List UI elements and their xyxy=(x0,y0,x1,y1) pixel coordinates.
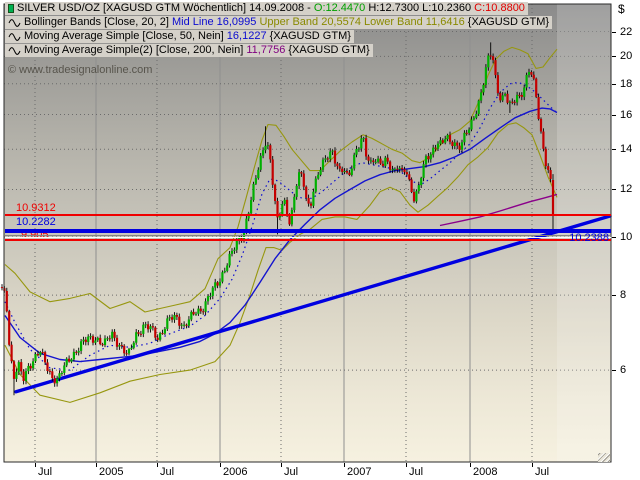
legend-segment: {XAGUSD GTM} xyxy=(467,16,550,28)
x-tick xyxy=(406,463,407,467)
legend-row-ma50[interactable]: Moving Average Simple [Close, 50, Nein] … xyxy=(5,30,354,43)
legend-segment: C:10.8800 xyxy=(471,2,525,14)
legend-row-bollinger[interactable]: Bollinger Bands [Close, 20, 2] Mid Line … xyxy=(5,16,553,29)
resize-grip[interactable] xyxy=(598,453,610,462)
legend-segment: {XAGUSD GTM} xyxy=(269,30,351,42)
y-tick-label: 22 xyxy=(620,25,633,38)
legend-segment: 16,1227 xyxy=(226,30,270,42)
x-tick xyxy=(344,463,345,467)
y-tick-label: 12 xyxy=(620,183,633,196)
legend-row-instrument[interactable]: SILVER USD/OZ [XAGUSD GTM Wöchentlich] 1… xyxy=(5,2,528,15)
y-tick xyxy=(612,83,616,85)
x-tick-label: 2005 xyxy=(99,466,124,478)
wave-icon xyxy=(8,33,21,41)
y-tick xyxy=(612,370,616,372)
y-tick xyxy=(612,149,616,151)
y-tick-label: 6 xyxy=(620,364,627,377)
x-tick xyxy=(532,463,533,467)
y-tick xyxy=(612,237,616,238)
level-label-102282: 10.2282 xyxy=(16,216,56,228)
x-tick-label: 2006 xyxy=(223,466,248,478)
legend-segment: O:12.4470 xyxy=(313,2,366,14)
y-tick-label: 8 xyxy=(620,289,627,302)
y-tick xyxy=(612,295,616,297)
legend-segment: Mid Line 16,0995 xyxy=(171,16,260,28)
x-tick-label: 2008 xyxy=(473,466,498,478)
wave-icon xyxy=(8,19,21,27)
support-line-lower[interactable] xyxy=(5,239,611,241)
x-tick-label: Jul xyxy=(38,466,53,478)
y-tick-label: 18 xyxy=(620,77,633,90)
x-tick xyxy=(96,463,97,467)
x-tick xyxy=(35,463,36,467)
legend-segment: L:10.2360 xyxy=(419,2,472,14)
legend-segment: Moving Average Simple [Close, 50, Nein] xyxy=(24,30,227,42)
legend-row-ma200[interactable]: Moving Average Simple(2) [Close, 200, Ne… xyxy=(5,44,373,57)
watermark: © www.tradesignalonline.com xyxy=(8,64,153,76)
legend-segment: 11,7756 xyxy=(246,44,289,56)
y-tick-label: 10 xyxy=(620,231,633,243)
y-tick xyxy=(612,56,616,58)
y-tick-label: 20 xyxy=(620,50,633,63)
y-tick xyxy=(612,189,616,191)
horizontal-blue-line[interactable] xyxy=(5,229,611,233)
y-tick xyxy=(612,114,616,116)
x-tick-label: Jul xyxy=(535,466,550,478)
x-tick xyxy=(470,463,471,467)
y-tick-label: 14 xyxy=(620,143,633,156)
x-tick xyxy=(220,463,221,467)
legend-segment: SILVER USD/OZ [XAGUSD GTM Wöchentlich] 1… xyxy=(17,2,314,14)
x-tick xyxy=(281,463,282,467)
x-tick-label: Jul xyxy=(160,466,175,478)
legend-segment: Upper Band 20,5574 xyxy=(259,16,365,28)
gray-3d-line-highlight xyxy=(5,236,611,238)
gray-3d-line[interactable] xyxy=(5,235,611,236)
x-tick xyxy=(157,463,158,467)
legend-text-ma200: Moving Average Simple(2) [Close, 200, Ne… xyxy=(24,44,370,57)
x-tick-label: 2007 xyxy=(347,466,372,478)
legend-text-ma50: Moving Average Simple [Close, 50, Nein] … xyxy=(24,30,351,43)
legend-segment: Lower Band 11,6416 xyxy=(364,16,468,28)
y-tick xyxy=(612,31,616,33)
wave-icon xyxy=(8,47,21,55)
currency-unit-label: $ xyxy=(618,2,625,16)
x-tick-label: Jul xyxy=(409,466,424,478)
y-tick-label: 16 xyxy=(620,108,633,121)
level-label-109312: 10.9312 xyxy=(16,202,56,214)
legend-segment: Moving Average Simple(2) [Close, 200, Ne… xyxy=(24,44,247,56)
legend-segment: H:12.7300 xyxy=(365,2,420,14)
instrument-candle-icon xyxy=(8,4,14,13)
x-tick-label: Jul xyxy=(284,466,299,478)
legend-text-instrument: SILVER USD/OZ [XAGUSD GTM Wöchentlich] 1… xyxy=(17,2,525,15)
legend-segment: {XAGUSD GTM} xyxy=(288,44,370,56)
legend-segment: Bollinger Bands [Close, 20, 2] xyxy=(24,16,172,28)
trendline-value-label: 10.2388 xyxy=(569,232,609,244)
resistance-line[interactable] xyxy=(5,213,611,216)
legend-text-bollinger: Bollinger Bands [Close, 20, 2] Mid Line … xyxy=(24,16,549,29)
